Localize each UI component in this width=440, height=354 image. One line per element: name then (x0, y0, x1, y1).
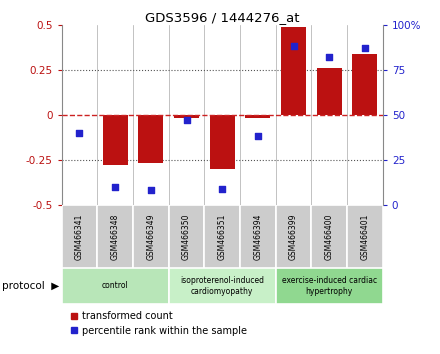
Text: isoproterenol-induced
cardiomyopathy: isoproterenol-induced cardiomyopathy (180, 276, 264, 296)
Text: GSM466399: GSM466399 (289, 213, 298, 259)
Point (219, 186, 226, 192)
Point (183, 118, 190, 123)
Point (254, 133, 261, 139)
Text: GSM466351: GSM466351 (218, 213, 227, 259)
Bar (352, 53, 378, 115)
Text: GSM466350: GSM466350 (182, 213, 191, 259)
Bar (138, 115, 163, 164)
Text: exercise-induced cardiac
hypertrophy: exercise-induced cardiac hypertrophy (282, 276, 377, 296)
Bar (97, 205, 133, 268)
Title: GDS3596 / 1444276_at: GDS3596 / 1444276_at (145, 11, 300, 24)
Point (76, 130, 83, 136)
Bar (276, 205, 312, 268)
Text: protocol  ▶: protocol ▶ (2, 281, 59, 291)
Text: GSM466394: GSM466394 (253, 213, 262, 259)
Bar (312, 205, 347, 268)
Bar (210, 115, 235, 169)
Point (147, 188, 154, 193)
Bar (103, 115, 128, 165)
Bar (133, 205, 169, 268)
Bar (174, 115, 199, 119)
Text: GSM466349: GSM466349 (147, 213, 155, 259)
Bar (169, 268, 276, 304)
Point (326, 55, 333, 60)
Bar (205, 205, 240, 268)
Bar (281, 27, 306, 115)
Text: control: control (102, 281, 128, 290)
Legend: transformed count, percentile rank within the sample: transformed count, percentile rank withi… (66, 307, 251, 340)
Text: GSM466401: GSM466401 (360, 213, 370, 259)
Bar (276, 268, 383, 304)
Text: GSM466348: GSM466348 (110, 213, 120, 259)
Bar (169, 205, 204, 268)
Text: GSM466400: GSM466400 (325, 213, 334, 259)
Bar (347, 205, 383, 268)
Point (290, 44, 297, 49)
Point (112, 184, 119, 190)
Bar (246, 115, 270, 119)
Bar (62, 268, 169, 304)
Text: GSM466341: GSM466341 (75, 213, 84, 259)
Point (361, 45, 368, 51)
Bar (62, 205, 97, 268)
Bar (317, 68, 342, 115)
Bar (240, 205, 276, 268)
